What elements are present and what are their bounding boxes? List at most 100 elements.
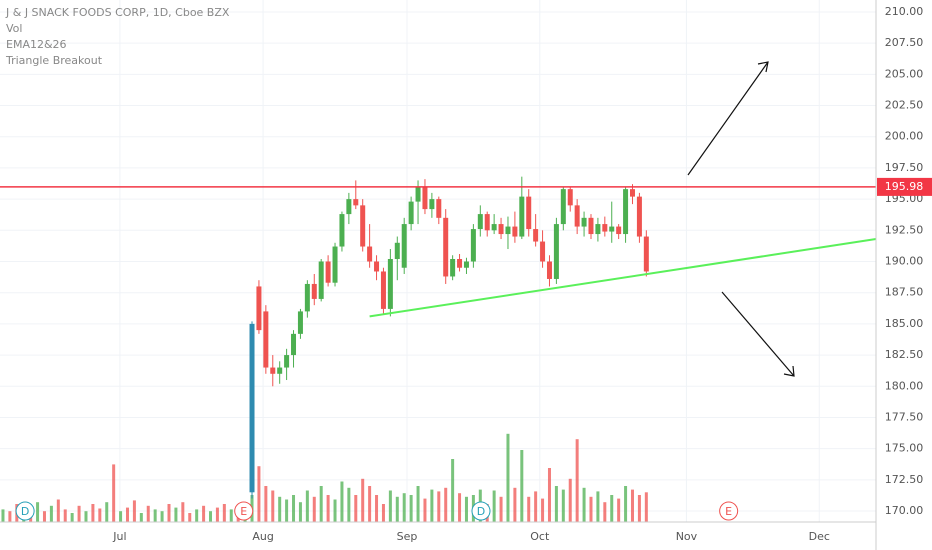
candle-body [297, 311, 303, 334]
volume-bar [575, 439, 579, 522]
x-tick-label: Nov [676, 530, 698, 543]
candle-body [436, 199, 442, 218]
candle-body [636, 196, 642, 237]
legend-entry: Vol [6, 22, 22, 35]
volume-bar [624, 486, 628, 522]
volume-bar [610, 495, 614, 522]
volume-bar [36, 502, 40, 522]
volume-bar [278, 496, 282, 522]
x-tick-label: Dec [809, 530, 830, 543]
volume-bar [56, 499, 60, 522]
candle-body [270, 367, 276, 374]
event-marker [471, 501, 491, 521]
volume-bar [229, 509, 233, 522]
event-label: D [477, 505, 485, 518]
candle-body [360, 205, 366, 247]
volume-bar [451, 459, 455, 522]
price-label: 195.98 [885, 180, 924, 193]
candle-body [595, 224, 601, 235]
volume-bar [637, 495, 641, 522]
candle-body [318, 261, 324, 299]
volume-bar [312, 496, 316, 522]
candle-body [581, 217, 587, 227]
candle-body [505, 226, 511, 235]
event-marker [234, 501, 254, 521]
volume-bar [70, 513, 74, 522]
candle-body [429, 199, 435, 210]
volume-bar [630, 489, 634, 522]
candle-body [567, 189, 573, 206]
y-tick-label: 172.50 [885, 473, 924, 486]
event-label: E [240, 505, 247, 518]
volume-bar [354, 495, 358, 522]
candle-body [491, 224, 497, 231]
candle-body [408, 201, 414, 225]
candle-body [470, 229, 476, 262]
volume-bar [298, 502, 302, 522]
volume-bar [132, 500, 136, 522]
y-tick-label: 180.00 [885, 379, 924, 392]
volume-bar [499, 496, 503, 522]
candle-body [311, 283, 317, 299]
candle-body [291, 333, 297, 356]
volume-bar [458, 493, 462, 522]
volume-bar [160, 511, 164, 522]
candle-body [512, 226, 518, 237]
volume-bar [617, 498, 621, 522]
candle-body [325, 261, 331, 283]
volume-bar [361, 478, 365, 522]
y-tick-label: 202.50 [885, 99, 924, 112]
volume-bar [167, 504, 171, 522]
x-tick-label: Jul [112, 530, 126, 543]
volume-bar [285, 499, 289, 522]
candle-body [616, 226, 622, 235]
volume-bar [603, 502, 607, 522]
volume-bar [381, 504, 385, 522]
up-arrow-head [757, 61, 769, 73]
candle-body [526, 196, 532, 230]
candle-body [263, 311, 269, 368]
volume-bar [8, 511, 12, 522]
candle-body [623, 189, 629, 235]
up-arrow [687, 61, 769, 176]
volume-bar [423, 498, 427, 522]
volume-bar [195, 509, 199, 522]
candle-body [443, 217, 449, 277]
candle-body [588, 217, 594, 235]
event-marker [15, 501, 35, 521]
volume-bar [375, 495, 379, 522]
candle-body [394, 242, 400, 260]
legend-entry: Triangle Breakout [5, 54, 103, 67]
volume-bar [409, 495, 413, 522]
candle-body [374, 261, 380, 272]
volume-bar [271, 490, 275, 522]
candle-body [574, 205, 580, 227]
volume-bar [292, 495, 296, 522]
volume-bar [139, 513, 143, 522]
event-label: D [21, 505, 29, 518]
volume-bar [215, 507, 219, 522]
candle-body [277, 367, 283, 374]
volume-bar [98, 508, 102, 522]
candle-body [484, 214, 490, 231]
candle-body [457, 259, 463, 268]
volume-bar [305, 490, 309, 522]
y-tick-label: 207.50 [885, 36, 924, 49]
volume-bar [513, 487, 517, 522]
x-tick-label: Sep [397, 530, 418, 543]
candle-body [401, 224, 407, 268]
grid [0, 0, 876, 522]
volume-bar [119, 511, 123, 522]
volume-bar [326, 495, 330, 522]
volume-bar [492, 490, 496, 522]
candle-body [380, 271, 386, 309]
trendline [369, 238, 877, 318]
volume-bar [416, 486, 420, 522]
y-tick-label: 185.00 [885, 317, 924, 330]
candle-body [540, 241, 546, 262]
candle-body [249, 323, 255, 493]
volume-bar [644, 492, 648, 522]
candle-body [609, 226, 615, 232]
